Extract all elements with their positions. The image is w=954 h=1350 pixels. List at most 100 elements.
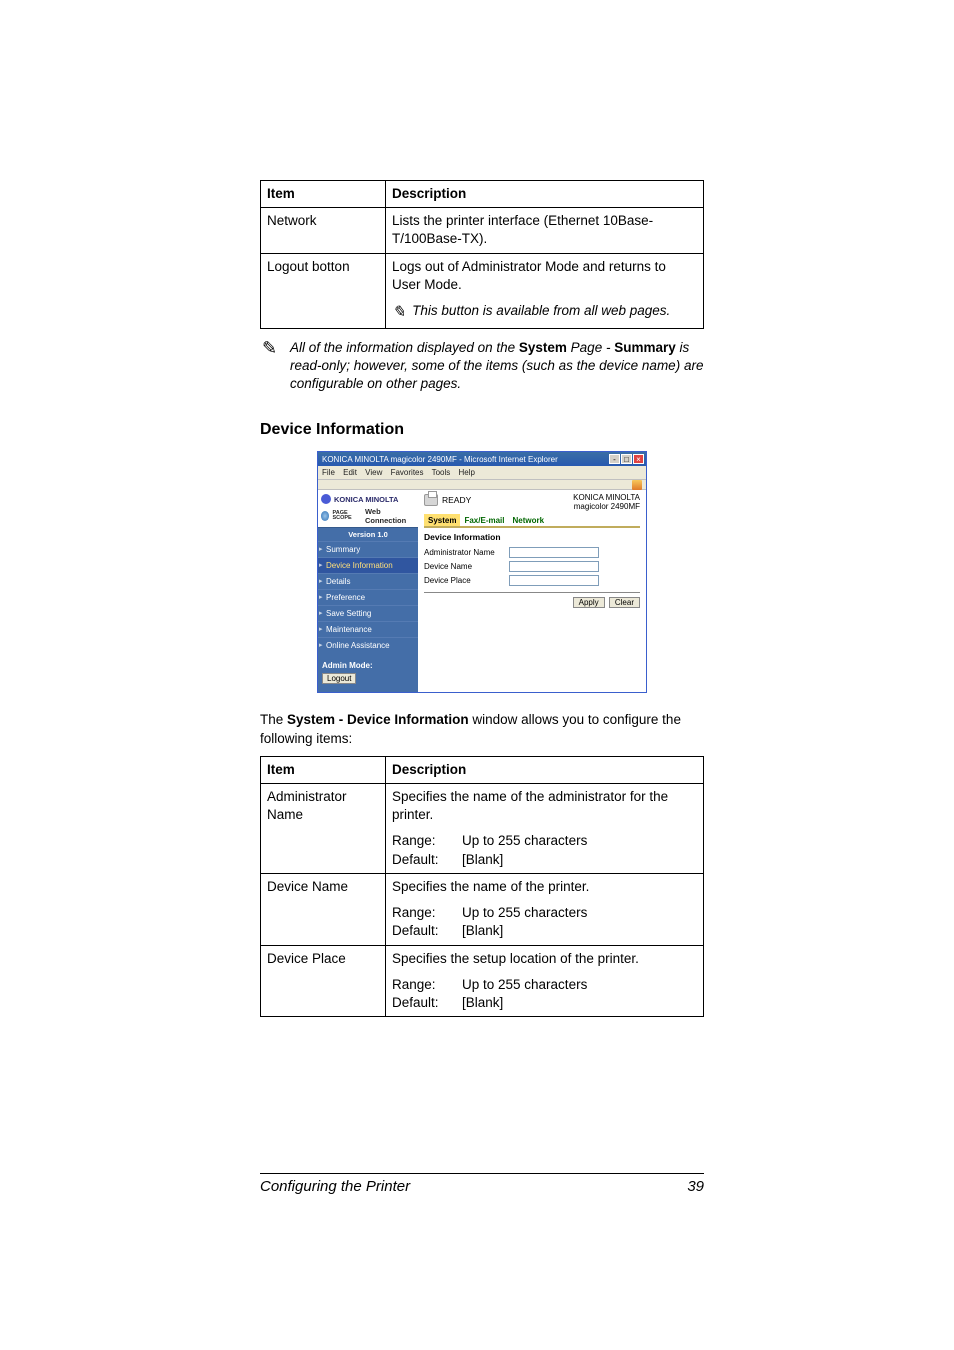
desc-top: Specifies the name of the administrator … [392, 788, 697, 824]
apply-button[interactable]: Apply [573, 597, 605, 608]
grid-label: Range: [392, 976, 462, 994]
t2-r1-item: Device Name [261, 873, 386, 945]
desc-grid: Range:Up to 255 charactersDefault:[Blank… [392, 832, 697, 868]
sidebar-header: KONICA MINOLTA PAGE SCOPE Web Connection [318, 490, 418, 527]
sidebar-item-details[interactable]: Details [318, 573, 418, 589]
field-label: Device Name [424, 562, 509, 571]
desc-top: Specifies the name of the printer. [392, 878, 697, 896]
window-buttons: -□× [608, 454, 644, 464]
t1-r1-note-text: This button is available from all web pa… [412, 303, 670, 318]
body-paragraph: The System - Device Information window a… [260, 711, 704, 747]
t2-r0-desc: Specifies the name of the administrator … [386, 784, 704, 874]
sidebar-item-summary[interactable]: Summary [318, 541, 418, 557]
meta-line2: magicolor 2490MF [573, 503, 640, 512]
menu-help[interactable]: Help [459, 468, 475, 477]
bp-pre: The [260, 712, 287, 727]
t2-th-desc: Description [386, 756, 704, 783]
field-input-administrator-name[interactable] [509, 547, 599, 558]
table-top: Item Description Network Lists the print… [260, 180, 704, 329]
sidebar-version: Version 1.0 [318, 527, 418, 541]
t1-r1-desc-line1: Logs out of Administrator Mode and retur… [392, 258, 697, 294]
table-config: Item Description Administrator NameSpeci… [260, 756, 704, 1017]
admin-mode-label: Admin Mode: [322, 661, 414, 670]
note-b1: System [519, 340, 567, 355]
t2-r0-item: Administrator Name [261, 784, 386, 874]
note-icon-large: ✎ [260, 339, 290, 357]
ie-title-text: KONICA MINOLTA magicolor 2490MF - Micros… [322, 455, 558, 464]
clear-button[interactable]: Clear [609, 597, 640, 608]
th-item: Item [261, 181, 386, 208]
grid-value: Up to 255 characters [462, 832, 697, 850]
device-meta: KONICA MINOLTA magicolor 2490MF [573, 494, 640, 512]
footer-title: Configuring the Printer [260, 1178, 410, 1195]
menu-edit[interactable]: Edit [343, 468, 357, 477]
t1-r1-item: Logout botton [261, 253, 386, 328]
main-header: READY KONICA MINOLTA magicolor 2490MF [424, 494, 640, 512]
menu-view[interactable]: View [365, 468, 382, 477]
maximize-button[interactable]: □ [621, 454, 632, 464]
grid-value: Up to 255 characters [462, 976, 697, 994]
sidebar-item-preference[interactable]: Preference [318, 589, 418, 605]
field-input-device-place[interactable] [509, 575, 599, 586]
screenshot: KONICA MINOLTA magicolor 2490MF - Micros… [260, 451, 704, 693]
grid-label: Range: [392, 832, 462, 850]
sidebar-item-online-assistance[interactable]: Online Assistance [318, 637, 418, 653]
t1-r1-note: ✎ This button is available from all web … [392, 302, 697, 324]
status-area: READY [424, 494, 471, 506]
tabbar: System Fax/E-mail Network [424, 514, 640, 528]
ie-content: KONICA MINOLTA PAGE SCOPE Web Connection… [318, 490, 646, 692]
ie-window: KONICA MINOLTA magicolor 2490MF - Micros… [317, 451, 647, 693]
logout-button[interactable]: Logout [322, 673, 356, 684]
tab-system[interactable]: System [424, 514, 460, 526]
ie-throbber-icon [632, 480, 642, 490]
page-footer: Configuring the Printer 39 [260, 1173, 704, 1195]
page-note: ✎ All of the information displayed on th… [260, 339, 704, 394]
bp-b: System - Device Information [287, 712, 469, 727]
globe-icon [321, 511, 329, 521]
printer-icon [424, 494, 438, 506]
panel-title: Device Information [424, 532, 640, 542]
page: Item Description Network Lists the print… [0, 0, 954, 1350]
form-row-0: Administrator Name [424, 547, 640, 558]
grid-label: Range: [392, 904, 462, 922]
ie-menubar: File Edit View Favorites Tools Help [318, 466, 646, 480]
sidebar: KONICA MINOLTA PAGE SCOPE Web Connection… [318, 490, 418, 692]
status-text: READY [442, 495, 471, 505]
t2-r2-desc: Specifies the setup location of the prin… [386, 945, 704, 1017]
close-button[interactable]: × [633, 454, 644, 464]
t2-r1-desc: Specifies the name of the printer. Range:… [386, 873, 704, 945]
menu-favorites[interactable]: Favorites [391, 468, 424, 477]
note-b2: Summary [614, 340, 676, 355]
km-logo: KONICA MINOLTA [321, 494, 415, 504]
menu-tools[interactable]: Tools [432, 468, 451, 477]
form-row-1: Device Name [424, 561, 640, 572]
pagescope-logo: PAGE SCOPE Web Connection [321, 507, 415, 525]
grid-value: [Blank] [462, 994, 697, 1012]
form-row-2: Device Place [424, 575, 640, 586]
km-logo-icon [321, 494, 331, 504]
menu-file[interactable]: File [322, 468, 335, 477]
sidebar-item-device-information[interactable]: Device Information [318, 557, 418, 573]
minimize-button[interactable]: - [609, 454, 620, 464]
divider [424, 592, 640, 593]
sidebar-item-save-setting[interactable]: Save Setting [318, 605, 418, 621]
field-input-device-name[interactable] [509, 561, 599, 572]
tab-fax[interactable]: Fax/E-mail [460, 514, 508, 526]
t1-r0-item: Network [261, 208, 386, 253]
grid-label: Default: [392, 922, 462, 940]
t2-r2-item: Device Place [261, 945, 386, 1017]
note-mid: Page - [567, 340, 614, 355]
tab-network[interactable]: Network [508, 514, 548, 526]
desc-top: Specifies the setup location of the prin… [392, 950, 697, 968]
sidebar-item-maintenance[interactable]: Maintenance [318, 621, 418, 637]
t1-r1-desc: Logs out of Administrator Mode and retur… [386, 253, 704, 328]
note-pre: All of the information displayed on the [290, 340, 519, 355]
section-heading: Device Information [260, 421, 704, 439]
field-label: Administrator Name [424, 548, 509, 557]
t2-th-item: Item [261, 756, 386, 783]
sidebar-footer: Admin Mode: Logout [318, 653, 418, 692]
field-label: Device Place [424, 576, 509, 585]
grid-label: Default: [392, 851, 462, 869]
grid-value: Up to 255 characters [462, 904, 697, 922]
page-note-text: All of the information displayed on the … [290, 339, 704, 394]
